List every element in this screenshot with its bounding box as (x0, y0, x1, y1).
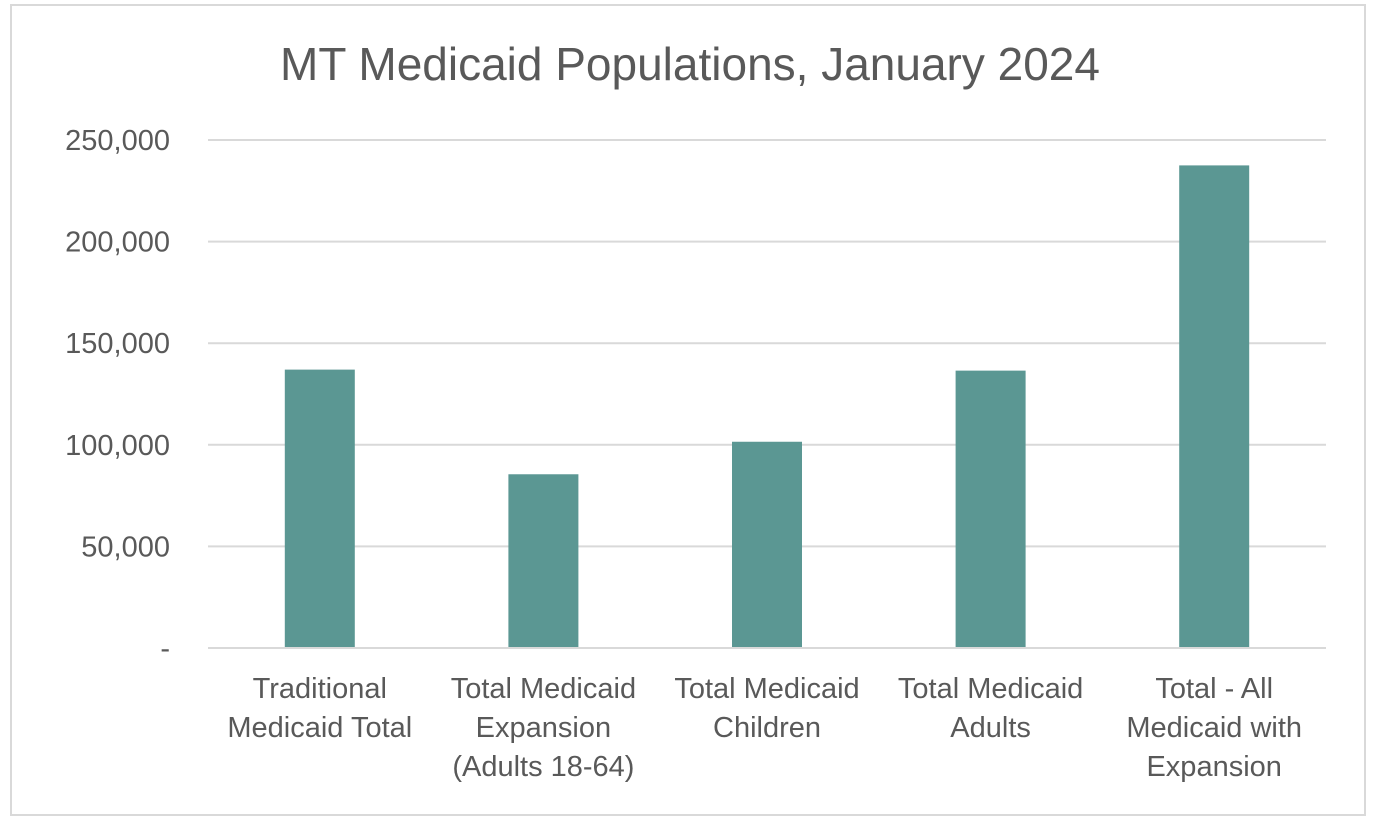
bar (955, 370, 1026, 648)
y-tick-label: 150,000 (65, 328, 170, 360)
bar (732, 441, 802, 648)
x-category-label: Total - All Medicaid with Expansion (1126, 673, 1302, 783)
x-category-label: Total Medicaid Adults (898, 673, 1083, 744)
x-category-label: Total Medicaid Expansion (Adults 18-64) (451, 673, 636, 783)
bar (1179, 165, 1250, 648)
x-category-label: Traditional Medicaid Total (227, 673, 412, 744)
y-tick-label: - (160, 633, 170, 665)
chart-title: MT Medicaid Populations, January 2024 (280, 38, 1100, 90)
y-tick-label: 50,000 (81, 531, 170, 563)
bar (508, 474, 579, 648)
y-axis-ticks: - 50,000 100,000 150,000 200,000 250,000 (65, 125, 170, 665)
bar (284, 369, 355, 648)
x-category-label: Total Medicaid Children (674, 673, 859, 744)
y-tick-label: 100,000 (65, 430, 170, 462)
x-axis-category-labels: Traditional Medicaid Total Total Medicaid E… (227, 673, 1302, 783)
y-tick-label: 250,000 (65, 125, 170, 157)
y-tick-label: 200,000 (65, 227, 170, 259)
bars (284, 165, 1250, 648)
